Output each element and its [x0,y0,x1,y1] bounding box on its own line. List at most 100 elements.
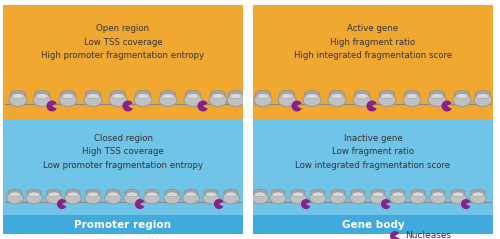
Ellipse shape [186,93,200,99]
Ellipse shape [253,189,267,196]
Ellipse shape [450,192,466,204]
Bar [243,0,253,234]
Ellipse shape [12,93,24,99]
Ellipse shape [356,93,368,99]
Ellipse shape [291,189,305,196]
Wedge shape [366,101,377,112]
Ellipse shape [185,192,197,197]
Ellipse shape [165,189,179,196]
Ellipse shape [110,91,126,98]
Ellipse shape [166,192,178,197]
Ellipse shape [205,192,217,197]
Ellipse shape [125,189,139,196]
Bar [253,5,493,120]
Ellipse shape [256,93,270,99]
Ellipse shape [410,192,426,204]
Ellipse shape [84,192,102,204]
Wedge shape [135,199,144,209]
Text: Nucleases: Nucleases [405,232,451,239]
Ellipse shape [470,192,486,204]
Ellipse shape [292,192,304,197]
Ellipse shape [26,192,42,204]
Text: Gene body: Gene body [342,219,404,229]
Ellipse shape [230,93,242,99]
Ellipse shape [280,91,294,98]
Ellipse shape [106,189,120,196]
Ellipse shape [370,192,386,204]
Ellipse shape [145,189,159,196]
Ellipse shape [86,93,100,99]
Ellipse shape [60,91,76,98]
Ellipse shape [280,93,293,99]
Ellipse shape [332,192,344,197]
Ellipse shape [222,192,240,204]
Ellipse shape [36,93,49,99]
Wedge shape [381,199,390,209]
Ellipse shape [380,91,394,98]
Ellipse shape [146,192,158,197]
Ellipse shape [109,93,127,107]
Ellipse shape [112,93,124,99]
Ellipse shape [330,91,344,98]
Ellipse shape [84,93,102,107]
Ellipse shape [256,91,270,98]
Ellipse shape [202,192,220,204]
Wedge shape [442,101,452,112]
Ellipse shape [290,192,306,204]
Ellipse shape [430,93,444,99]
Text: Active gene
High fragment ratio
High integrated fragmentation score: Active gene High fragment ratio High int… [294,24,452,60]
Ellipse shape [354,91,370,98]
Ellipse shape [404,91,419,98]
Ellipse shape [204,189,218,196]
Ellipse shape [351,189,365,196]
Ellipse shape [66,189,80,196]
Wedge shape [198,101,208,112]
Ellipse shape [353,93,371,107]
Ellipse shape [304,91,320,98]
Text: Promoter region: Promoter region [74,219,172,229]
Bar [253,215,493,234]
Ellipse shape [27,189,41,196]
Ellipse shape [224,189,238,196]
Ellipse shape [124,192,140,204]
Ellipse shape [67,192,79,197]
Ellipse shape [350,192,366,204]
Wedge shape [292,101,302,112]
Ellipse shape [380,93,394,99]
Ellipse shape [472,192,484,197]
Bar [3,215,243,234]
Wedge shape [46,101,57,112]
Ellipse shape [428,93,446,107]
Ellipse shape [184,93,202,107]
Ellipse shape [212,93,224,99]
Ellipse shape [62,93,74,99]
Ellipse shape [456,93,468,99]
Ellipse shape [476,91,490,98]
Ellipse shape [471,189,485,196]
Ellipse shape [378,93,396,107]
Ellipse shape [225,192,237,197]
Ellipse shape [272,192,284,197]
Ellipse shape [86,189,100,196]
Ellipse shape [312,192,324,197]
Ellipse shape [406,93,418,99]
Ellipse shape [6,192,24,204]
Ellipse shape [126,192,138,197]
Ellipse shape [48,192,60,197]
Ellipse shape [10,91,26,98]
Text: Closed region
High TSS coverage
Low promoter fragmentation entropy: Closed region High TSS coverage Low prom… [43,134,203,170]
Ellipse shape [254,93,272,107]
Ellipse shape [431,189,445,196]
Ellipse shape [403,93,421,107]
Ellipse shape [228,91,244,98]
Ellipse shape [252,192,268,204]
Ellipse shape [8,189,22,196]
Wedge shape [57,199,66,209]
Ellipse shape [184,189,198,196]
Bar [253,120,493,215]
Wedge shape [461,199,470,209]
Ellipse shape [254,192,266,197]
Ellipse shape [59,93,77,107]
Ellipse shape [104,192,122,204]
Ellipse shape [64,192,82,204]
